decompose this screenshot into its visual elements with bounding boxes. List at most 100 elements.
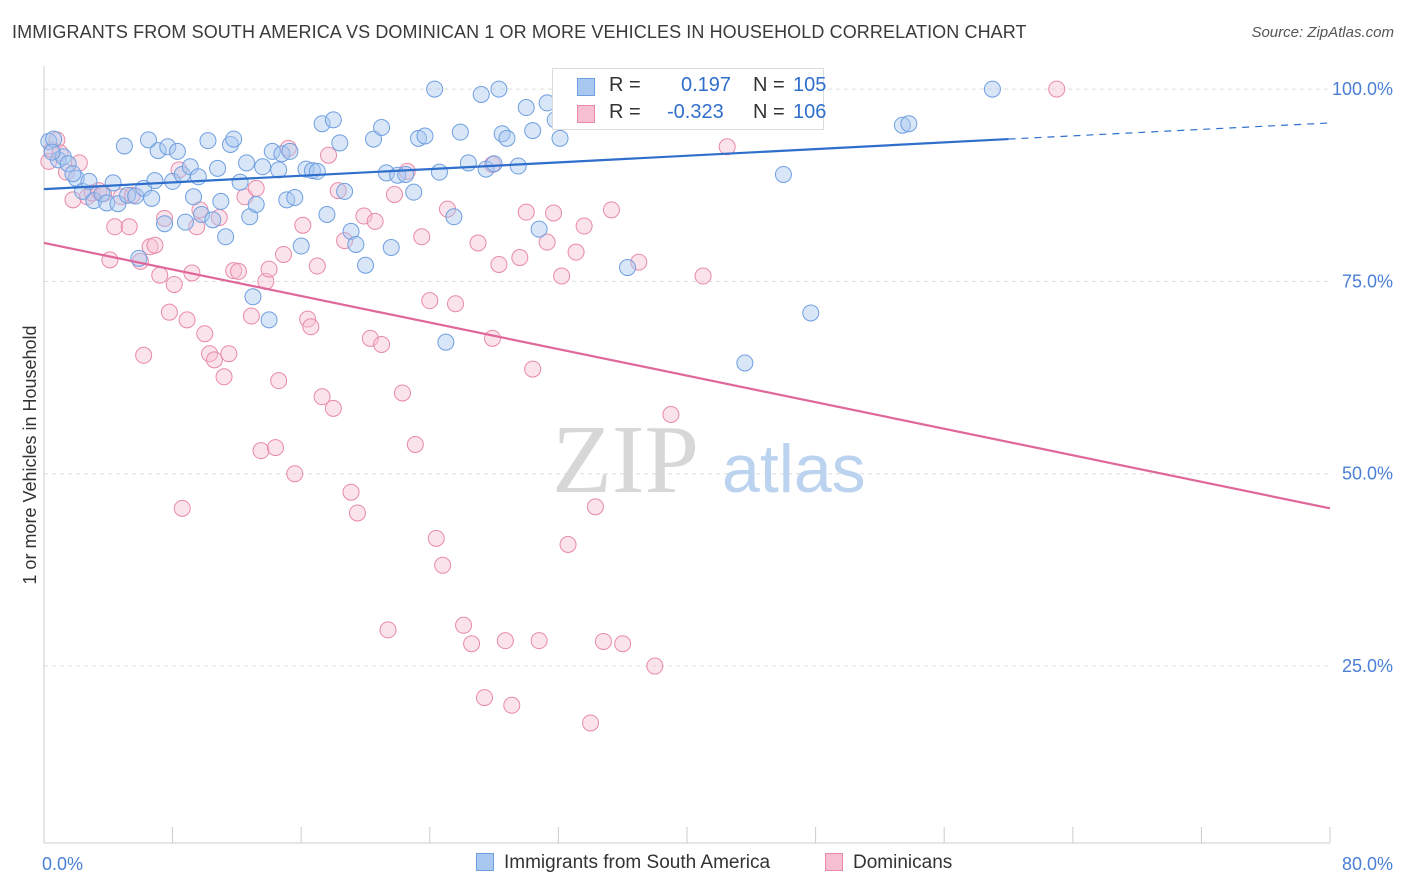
dominicans-point — [559, 536, 577, 554]
south-america-point — [149, 142, 167, 160]
dominicans-point — [538, 233, 556, 251]
x-tick-label: 0.0% — [42, 854, 83, 874]
legend-swatch-blue — [577, 78, 595, 96]
dominicans-point — [1048, 80, 1066, 98]
south-america-point — [115, 137, 133, 155]
dominicans-point — [275, 245, 293, 263]
legend-r-label: R = — [609, 74, 641, 96]
south-america-point — [231, 173, 249, 191]
south-america-point — [43, 143, 61, 161]
south-america-point — [225, 130, 243, 148]
south-america-point — [238, 154, 256, 172]
south-america-point — [405, 183, 423, 201]
dominicans-point — [530, 632, 548, 650]
dominicans-point — [385, 185, 403, 203]
bottom-legend-label: Dominicans — [853, 852, 953, 873]
dominicans-point — [594, 632, 612, 650]
dominicans-point — [247, 179, 265, 197]
dominicans-point — [215, 368, 233, 386]
dominicans-point — [662, 405, 680, 423]
dominicans-point — [373, 335, 391, 353]
dominicans-point — [602, 201, 620, 219]
south-america-point — [377, 164, 395, 182]
south-america-point — [551, 129, 569, 147]
dominicans-point — [393, 384, 411, 402]
south-america-point — [193, 205, 211, 223]
dominicans-point — [447, 295, 465, 313]
south-america-point — [493, 125, 511, 143]
south-america-trendline-extension — [1008, 122, 1331, 140]
watermark-atlas: atlas — [722, 431, 866, 507]
dominicans-point — [135, 346, 153, 364]
south-america-point — [45, 130, 63, 148]
legend-r-label: R = — [609, 101, 641, 123]
south-america-point — [397, 165, 415, 183]
y-tick-label: 75.0% — [1342, 271, 1393, 291]
legend-n-value: 106 — [793, 101, 827, 123]
south-america-point — [900, 115, 918, 133]
south-america-point — [286, 189, 304, 207]
south-america-point — [498, 129, 516, 147]
dominicans-point — [260, 260, 278, 278]
south-america-point — [426, 80, 444, 98]
south-america-point — [459, 154, 477, 172]
south-america-point — [221, 135, 239, 153]
south-america-point — [143, 189, 161, 207]
south-america-point — [485, 155, 503, 173]
x-tick-labels: 0.0% 80.0% — [42, 854, 1393, 874]
south-america-point — [347, 235, 365, 253]
dominicans-point — [160, 303, 178, 321]
dominicans-point — [490, 255, 508, 273]
dominicans-point — [421, 292, 439, 310]
dominicans-point — [582, 714, 600, 732]
south-america-point — [209, 159, 227, 177]
dominicans-point — [270, 372, 288, 390]
south-america-point — [109, 195, 127, 213]
south-america-point — [445, 208, 463, 226]
dominicans-point — [252, 442, 270, 460]
dominicans-point — [355, 207, 373, 225]
watermark-zip: ZIP — [552, 406, 699, 514]
south-america-point — [244, 288, 262, 306]
south-america-point — [281, 142, 299, 160]
dominicans-point — [313, 388, 331, 406]
south-america-point — [736, 354, 754, 372]
dominicans-point — [630, 253, 648, 271]
dominicans-point — [718, 138, 736, 156]
south-america-point — [490, 80, 508, 98]
dominicans-point — [463, 635, 481, 653]
dominicans-point — [455, 616, 473, 634]
south-america-point — [416, 127, 434, 145]
dominicans-trendline — [43, 241, 1331, 510]
south-america-point — [104, 174, 122, 192]
south-america-point — [802, 304, 820, 322]
south-america-point — [40, 132, 58, 150]
dominicans-point — [225, 262, 243, 280]
dominicans-point — [475, 689, 493, 707]
south-america-point — [382, 239, 400, 257]
south-america-point — [146, 172, 164, 190]
south-america-point — [524, 122, 542, 140]
dominicans-point — [342, 483, 360, 501]
bottom-legend-swatch-blue — [476, 853, 494, 871]
south-america-point — [619, 259, 637, 277]
south-america-point — [373, 119, 391, 137]
south-america-point — [204, 211, 222, 229]
legend-n-label: N = — [753, 74, 785, 96]
dominicans-point — [324, 399, 342, 417]
south-america-point — [260, 311, 278, 329]
south-america-point — [517, 99, 535, 117]
dominicans-point — [524, 360, 542, 378]
legend-r-value: -0.323 — [667, 101, 724, 123]
dominicans-point — [178, 311, 196, 329]
dominicans-point — [646, 657, 664, 675]
dominicans-point — [151, 266, 169, 284]
south-america-point — [176, 213, 194, 231]
dominicans-point — [196, 325, 214, 343]
legend-n-value: 105 — [793, 74, 827, 96]
south-america-point — [308, 162, 326, 180]
dominicans-point — [266, 439, 284, 457]
dominicans-point — [165, 275, 183, 293]
south-america-point — [212, 192, 230, 210]
south-america-point — [168, 142, 186, 160]
